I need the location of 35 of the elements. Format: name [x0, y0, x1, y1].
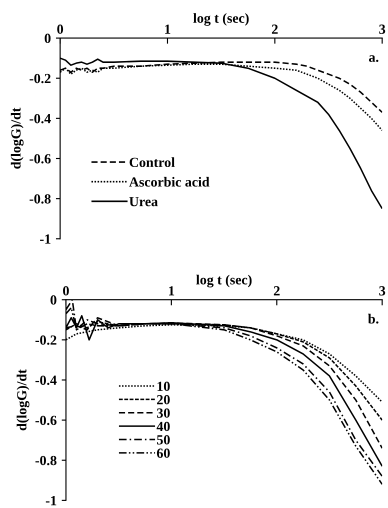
x-tick-label: 0: [63, 286, 69, 296]
y-tick-label: -0.6: [35, 416, 57, 426]
legend-label: 60: [156, 448, 170, 458]
y-tick-label: -1: [40, 234, 50, 244]
y-tick-label: -0.8: [35, 456, 56, 466]
legend-label: 40: [156, 422, 170, 432]
y-tick-label: 0: [44, 34, 51, 44]
y-tick-label: -0.2: [30, 74, 51, 84]
x-axis-title: log t (sec): [196, 274, 252, 288]
y-axis-title: d(logG)/dt: [10, 108, 24, 169]
x-tick-label: 2: [274, 286, 280, 296]
x-tick-label: 1: [169, 286, 174, 296]
y-tick-label: -0.6: [30, 154, 51, 164]
y-tick-label: 0: [50, 295, 56, 305]
y-tick-label: -0.4: [35, 376, 57, 385]
annotation: b.: [368, 314, 378, 324]
y-tick-label: -0.8: [30, 194, 51, 204]
x-tick-label: 2: [272, 24, 278, 34]
legend-label: 30: [156, 408, 170, 418]
x-tick-label: 0: [57, 24, 64, 34]
x-tick-label: 3: [379, 286, 386, 296]
legend-label: 20: [157, 395, 170, 404]
annotation: a.: [368, 55, 378, 62]
y-axis-title: d(logG)/dt: [16, 369, 30, 430]
x-axis-title: log t (sec): [193, 13, 249, 26]
x-tick-label: 3: [379, 24, 386, 34]
legend-label: Control: [130, 157, 175, 168]
x-tick-label: 1: [165, 24, 170, 34]
y-tick-label: -1: [46, 496, 56, 506]
legend-label: 50: [157, 435, 170, 445]
legend-label: 10: [158, 382, 170, 392]
legend-label: Urea: [129, 197, 158, 206]
y-tick-label: -0.4: [30, 114, 51, 124]
y-tick-label: -0.2: [35, 335, 56, 345]
legend-label: Ascorbic acid: [129, 176, 210, 187]
